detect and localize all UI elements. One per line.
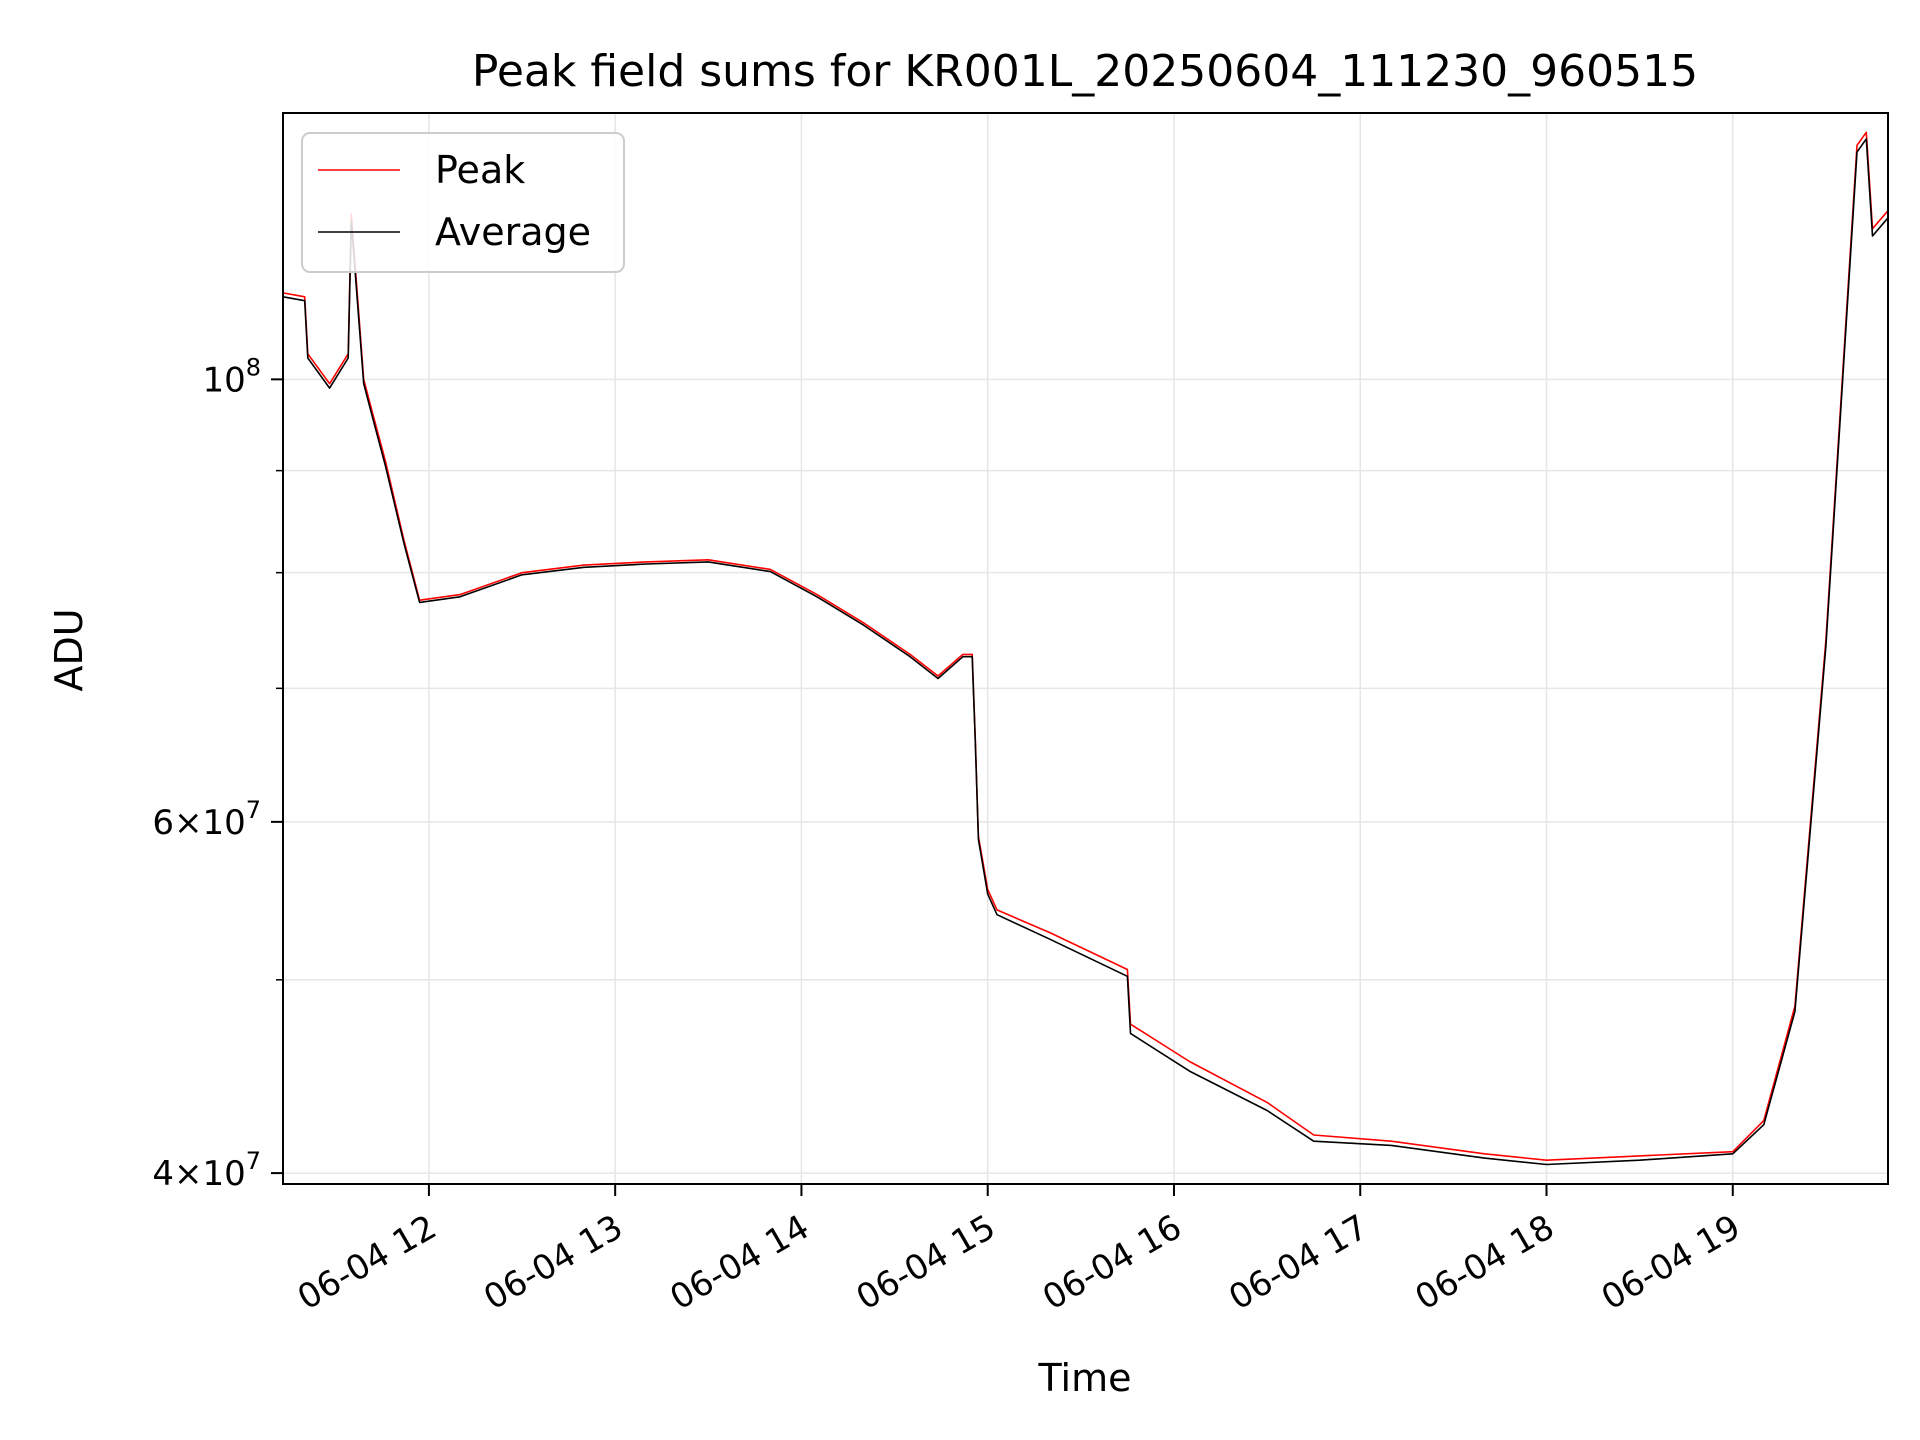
y-tick-label: 4×107	[152, 1147, 261, 1194]
y-tick-label-exponent: 7	[246, 1147, 261, 1175]
legend-label-peak: Peak	[435, 148, 525, 192]
series-lines	[282, 131, 1889, 1166]
y-tick-label-base: 4×10	[152, 1154, 245, 1194]
series-line-peak	[282, 131, 1889, 1161]
legend-box	[301, 132, 625, 273]
series-line-average	[282, 138, 1889, 1166]
chart-title: Peak field sums for KR001L_20250604_1112…	[472, 46, 1698, 97]
y-tick-label-exponent: 8	[246, 353, 261, 381]
y-tick-label: 108	[202, 353, 261, 400]
grid-lines	[283, 113, 1888, 1184]
plot-frame	[282, 112, 1889, 1185]
y-tick-label-exponent: 7	[246, 796, 261, 824]
legend-label-average: Average	[435, 210, 591, 254]
y-tick-label-base: 10	[202, 360, 245, 400]
y-tick-label: 6×107	[152, 796, 261, 843]
x-axis-label: Time	[1038, 1356, 1132, 1400]
legend: Peak Average	[301, 132, 625, 273]
y-tick-label-base: 6×10	[152, 803, 245, 843]
y-axis-label: ADU	[47, 608, 91, 691]
